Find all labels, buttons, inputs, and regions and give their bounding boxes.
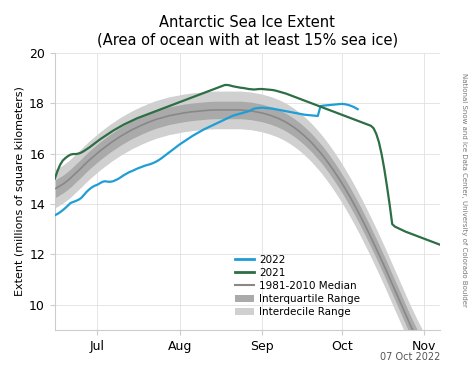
Legend: 2022, 2021, 1981-2010 Median, Interquartile Range, Interdecile Range: 2022, 2021, 1981-2010 Median, Interquart… — [233, 252, 363, 319]
Title: Antarctic Sea Ice Extent
(Area of ocean with at least 15% sea ice): Antarctic Sea Ice Extent (Area of ocean … — [97, 15, 398, 47]
Text: 07 Oct 2022: 07 Oct 2022 — [380, 352, 440, 362]
Text: National Snow and Ice Data Center, University of Colorado Boulder: National Snow and Ice Data Center, Unive… — [461, 72, 467, 307]
Y-axis label: Extent (millions of square kilometers): Extent (millions of square kilometers) — [15, 86, 25, 296]
